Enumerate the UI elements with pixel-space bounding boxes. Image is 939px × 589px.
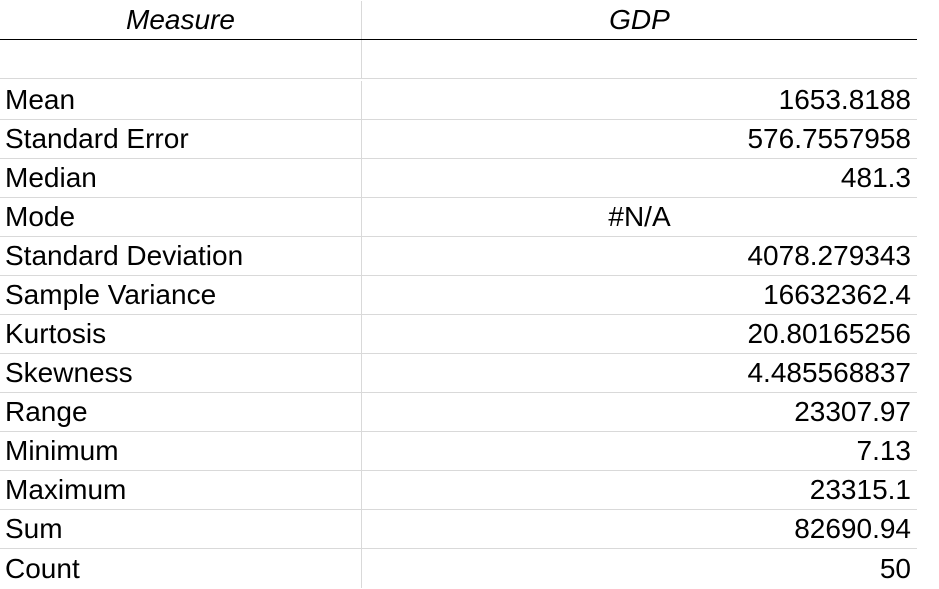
row-value[interactable]: #N/A bbox=[608, 201, 671, 232]
table-row: Count 50 bbox=[0, 549, 917, 588]
row-value[interactable]: 1653.8188 bbox=[778, 84, 911, 115]
row-label[interactable]: Range bbox=[0, 393, 362, 431]
table-row: Kurtosis 20.80165256 bbox=[0, 315, 917, 354]
row-value[interactable]: 4078.279343 bbox=[747, 240, 911, 271]
blank-cell-a[interactable] bbox=[0, 40, 362, 78]
table-row: Sample Variance 16632362.4 bbox=[0, 276, 917, 315]
table-row: Maximum 23315.1 bbox=[0, 471, 917, 510]
row-value[interactable]: 7.13 bbox=[856, 435, 912, 466]
header-measure[interactable]: Measure bbox=[0, 1, 362, 39]
table-header-row: Measure GDP bbox=[0, 1, 917, 40]
table-row: Standard Deviation 4078.279343 bbox=[0, 237, 917, 276]
row-value[interactable]: 16632362.4 bbox=[763, 279, 911, 310]
row-value[interactable]: 4.485568837 bbox=[747, 357, 911, 388]
row-label[interactable]: Mode bbox=[0, 198, 362, 236]
row-label[interactable]: Maximum bbox=[0, 471, 362, 509]
row-label[interactable]: Sample Variance bbox=[0, 276, 362, 314]
row-value[interactable]: 50 bbox=[879, 552, 911, 584]
row-label[interactable]: Standard Deviation bbox=[0, 237, 362, 275]
row-value[interactable]: 576.7557958 bbox=[747, 123, 911, 154]
row-label[interactable]: Count bbox=[0, 549, 362, 588]
table-row: Median 481.3 bbox=[0, 159, 917, 198]
row-value[interactable]: 481.3 bbox=[840, 162, 911, 193]
table-row: Standard Error 576.7557958 bbox=[0, 120, 917, 159]
row-label[interactable]: Mean bbox=[0, 81, 362, 119]
row-value[interactable]: 23307.97 bbox=[794, 396, 911, 427]
table-row: Mean 1653.8188 bbox=[0, 81, 917, 120]
table-row: Mode #N/A bbox=[0, 198, 917, 237]
row-label[interactable]: Kurtosis bbox=[0, 315, 362, 353]
table-row: Minimum 7.13 bbox=[0, 432, 917, 471]
row-value[interactable]: 23315.1 bbox=[809, 474, 911, 505]
row-label[interactable]: Sum bbox=[0, 510, 362, 548]
row-value[interactable]: 82690.94 bbox=[794, 513, 911, 544]
row-label[interactable]: Skewness bbox=[0, 354, 362, 392]
table-row: Range 23307.97 bbox=[0, 393, 917, 432]
row-label[interactable]: Standard Error bbox=[0, 120, 362, 158]
blank-cell-b[interactable] bbox=[362, 40, 917, 78]
table-row: Sum 82690.94 bbox=[0, 510, 917, 549]
row-label[interactable]: Median bbox=[0, 159, 362, 197]
blank-row bbox=[0, 40, 917, 79]
header-gdp[interactable]: GDP bbox=[609, 4, 670, 35]
row-label[interactable]: Minimum bbox=[0, 432, 362, 470]
row-value[interactable]: 20.80165256 bbox=[747, 318, 911, 349]
table-row: Skewness 4.485568837 bbox=[0, 354, 917, 393]
